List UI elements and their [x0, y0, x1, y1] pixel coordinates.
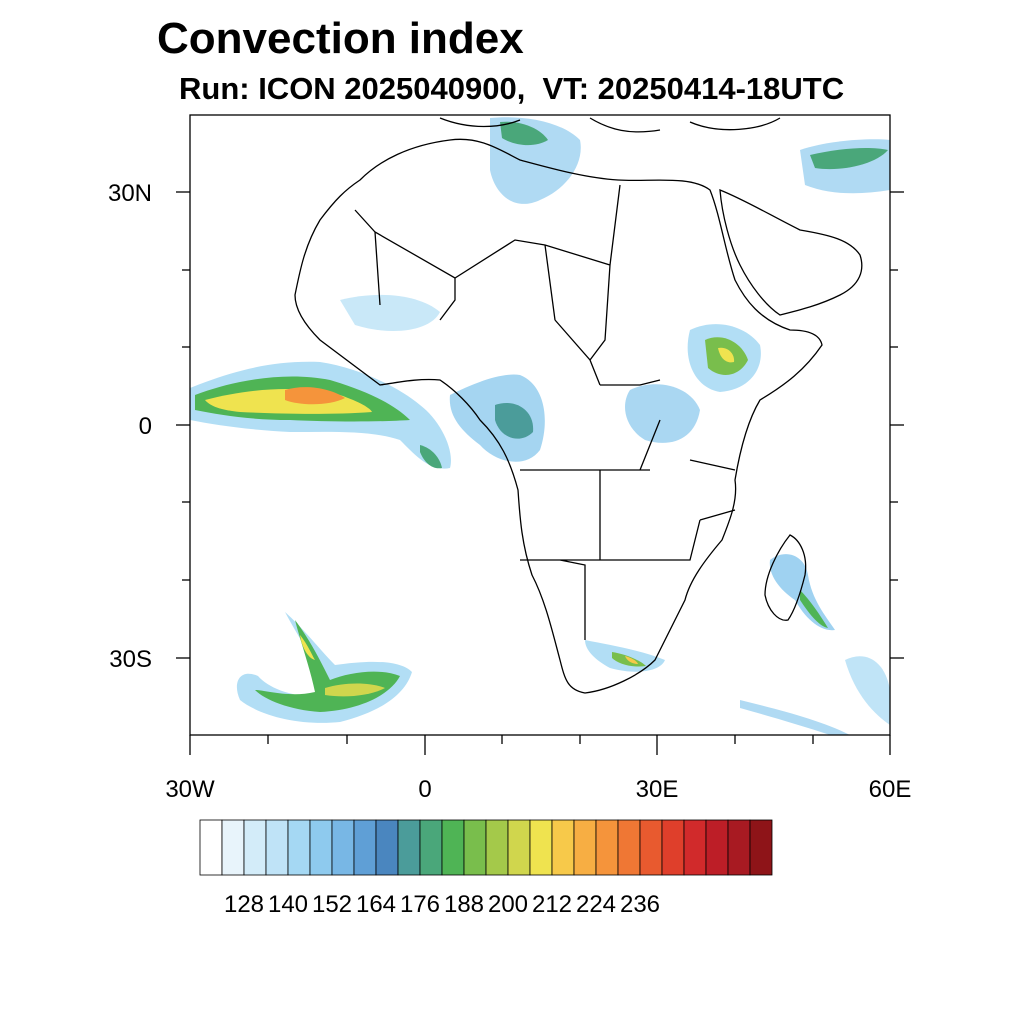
- colorbar-box: [353, 819, 377, 876]
- convection-field: [190, 117, 890, 735]
- colorbar-tick-label: 152: [312, 891, 352, 918]
- colorbar-tick-label: 224: [576, 891, 616, 918]
- colorbar-tick-label: 212: [532, 891, 572, 918]
- lon-ticks: [189, 735, 891, 755]
- colorbar-tick-label: 140: [268, 891, 308, 918]
- lat-label-0: 0: [139, 413, 152, 440]
- lat-label-30s: 30S: [109, 646, 152, 673]
- colorbar-box: [419, 819, 443, 876]
- colorbar-box: [397, 819, 421, 876]
- colorbar-box: [331, 819, 355, 876]
- colorbar-tick-label: 188: [444, 891, 484, 918]
- colorbar: [199, 819, 773, 876]
- run-subtitle: Run: ICON 2025040900, VT: 20250414-18UTC: [179, 71, 845, 106]
- colorbar-box: [595, 819, 619, 876]
- lon-label-0: 0: [418, 776, 431, 803]
- colorbar-labels: 128 140 152 164 176 188 200 212 224 236: [224, 891, 660, 918]
- colorbar-box: [551, 819, 575, 876]
- colorbar-tick-label: 176: [400, 891, 440, 918]
- colorbar-box: [221, 819, 245, 876]
- colorbar-box: [661, 819, 685, 876]
- lat-ticks: [176, 191, 904, 659]
- colorbar-tick-label: 200: [488, 891, 528, 918]
- colorbar-box: [375, 819, 399, 876]
- colorbar-box: [639, 819, 663, 876]
- colorbar-tick-label: 236: [620, 891, 660, 918]
- colorbar-box: [463, 819, 487, 876]
- lon-label-30w: 30W: [165, 776, 215, 803]
- colorbar-tick-label: 128: [224, 891, 264, 918]
- lat-label-30n: 30N: [108, 180, 152, 207]
- colorbar-box: [309, 819, 333, 876]
- colorbar-box: [485, 819, 509, 876]
- lon-label-60e: 60E: [869, 776, 912, 803]
- colorbar-box: [507, 819, 531, 876]
- colorbar-box: [265, 819, 289, 876]
- colorbar-box: [573, 819, 597, 876]
- colorbar-box: [529, 819, 553, 876]
- colorbar-box: [287, 819, 311, 876]
- colorbar-box: [705, 819, 729, 876]
- lon-label-30e: 30E: [636, 776, 679, 803]
- colorbar-box: [617, 819, 641, 876]
- colorbar-box: [243, 819, 267, 876]
- page-title: Convection index: [157, 14, 524, 63]
- coastlines: [294, 117, 863, 694]
- colorbar-box: [199, 819, 223, 876]
- colorbar-box: [749, 819, 773, 876]
- colorbar-box: [441, 819, 465, 876]
- colorbar-box: [727, 819, 751, 876]
- colorbar-box: [683, 819, 707, 876]
- colorbar-tick-label: 164: [356, 891, 396, 918]
